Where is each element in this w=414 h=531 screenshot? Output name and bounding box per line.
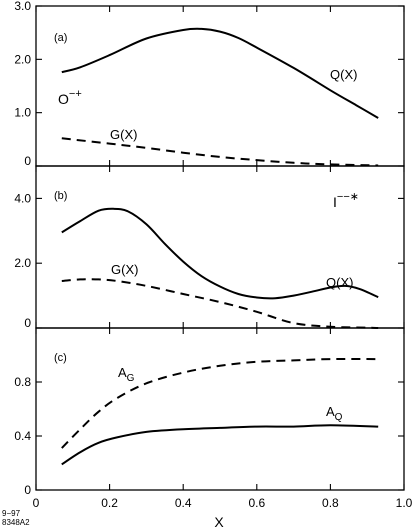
x-tick-label: 0 [33, 496, 40, 510]
footnote-line-2: 8348A2 [2, 518, 30, 527]
series-label-aq: AQ [326, 404, 343, 423]
series-line-g-x [61, 137, 379, 167]
series-label-ag: AG [118, 365, 135, 384]
x-axis-title: X [214, 514, 224, 530]
panel-b: 0 2.0 4.0 (b) I−−∗ Q(X) G(X) [14, 165, 405, 330]
state-annotation-base: O [58, 91, 69, 107]
y-tick-label: 0.4 [14, 429, 31, 443]
footnote-line-1: 9−97 [2, 509, 21, 518]
series-label-base: A [118, 365, 127, 380]
x-tick-label: 0.4 [175, 496, 192, 510]
panel-label: (c) [54, 352, 67, 364]
panel-label: (a) [54, 32, 67, 44]
panel-label: (b) [54, 190, 67, 202]
series-label-subscript: Q [335, 412, 343, 423]
y-tick-label: 0 [24, 316, 31, 330]
y-tick-label: 1.0 [14, 106, 31, 120]
y-tick-label: 0 [24, 483, 31, 497]
state-annotation: I−−∗ [333, 191, 359, 210]
series-label-q-x: Q(X) [330, 67, 357, 82]
x-tick-label: 0.8 [322, 496, 339, 510]
series-label-g-x: G(X) [111, 262, 138, 277]
y-tick-label: 2.0 [14, 256, 31, 270]
series-label-base: A [326, 404, 335, 419]
y-tick-label: 2.0 [14, 52, 31, 66]
x-tick-label: 0.6 [248, 496, 265, 510]
series-line-g-x [61, 278, 379, 329]
state-annotation: O−+ [58, 88, 82, 107]
chart-panels: 01.02.03.0(a)O−+Q(X)G(X)02.04.0 (b) I−−∗Q(… [14, 0, 412, 510]
y-tick-label: 0 [24, 154, 31, 168]
state-annotation-superscript: −−∗ [337, 191, 359, 203]
state-annotation-superscript: −+ [69, 88, 82, 100]
state-annotation-base: I [333, 194, 337, 210]
x-tick-label: 1.0 [396, 496, 413, 510]
plot-frame [35, 5, 405, 167]
y-tick-label: 4.0 [14, 191, 31, 205]
series-line-q-x [61, 207, 379, 300]
series-label-q-x: Q(X) [326, 275, 353, 290]
series-line-aq [61, 424, 379, 466]
y-tick-label: 0.8 [14, 375, 31, 389]
panel-a: 0 1.0 2.0 3.0 (a) O−+ Q(X) G(X) [14, 0, 405, 168]
plot-frame [35, 327, 405, 491]
x-tick-label: 0.2 [101, 496, 118, 510]
y-tick-label: 3.0 [14, 0, 31, 13]
series-line-q-x [61, 27, 379, 119]
series-label-subscript: G [127, 373, 135, 384]
series-label-g-x: G(X) [110, 127, 137, 142]
